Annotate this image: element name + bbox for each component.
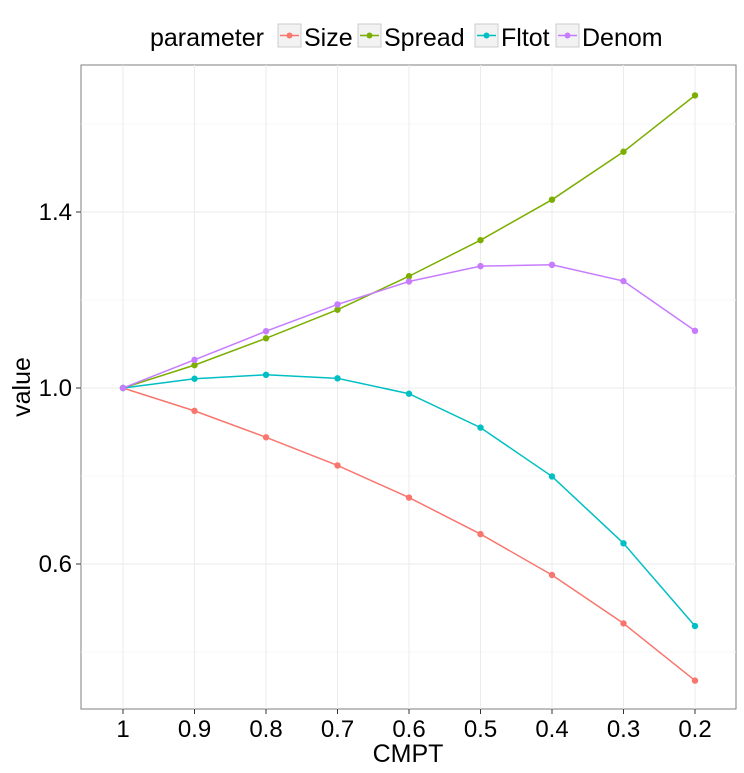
y-tick-label: 0.6 (39, 551, 72, 578)
x-tick-label: 0.7 (321, 716, 354, 743)
data-point-spread (262, 335, 270, 342)
data-point-fltot (548, 473, 556, 480)
data-point-spread (620, 148, 627, 155)
legend-key-point (564, 32, 571, 39)
x-tick-label: 0.3 (607, 716, 640, 743)
series-fltot (119, 371, 699, 630)
data-point-size (620, 620, 627, 627)
legend-label-size: Size (304, 24, 353, 52)
data-point-fltot (191, 375, 198, 382)
data-point-size (262, 434, 270, 441)
data-point-fltot (405, 390, 413, 397)
legend-item-spread: Spread (357, 23, 465, 52)
data-point-fltot (334, 375, 341, 382)
y-axis-title: value (8, 357, 36, 417)
grid-lines (81, 65, 736, 709)
data-point-denom (691, 327, 699, 334)
data-point-spread (691, 92, 699, 99)
data-point-spread (334, 306, 341, 313)
legend-label-fltot: Fltot (501, 24, 550, 52)
data-point-denom (477, 262, 484, 270)
legend: parameter Size Spread Fltot Denom (150, 23, 663, 52)
data-point-spread (191, 361, 198, 369)
y-tick-label: 1.0 (39, 375, 72, 402)
data-point-size (191, 407, 198, 415)
data-point-denom (620, 277, 627, 285)
legend-label-denom: Denom (582, 24, 663, 52)
legend-key-point (483, 32, 490, 39)
data-point-fltot (620, 540, 627, 547)
legend-label-spread: Spread (384, 24, 465, 52)
x-tick-label: 0.6 (392, 716, 425, 743)
x-tick-label: 0.8 (249, 716, 282, 743)
x-tick-label: 0.5 (464, 716, 497, 743)
x-tick-label: 0.9 (178, 716, 211, 743)
series-layer (119, 92, 699, 684)
data-point-size (691, 677, 699, 684)
axes: 0.6 1.0 1.4 1 0.9 0.8 0.7 0.6 0.5 0.4 0.3 0.2 (39, 199, 712, 743)
x-tick-label: 0.4 (535, 716, 568, 743)
data-point-spread (548, 196, 556, 203)
y-tick-label: 1.4 (39, 199, 72, 226)
legend-item-fltot: Fltot (474, 23, 550, 52)
x-tick-label: 1 (116, 716, 129, 743)
data-point-size (477, 530, 484, 538)
legend-item-size: Size (277, 23, 353, 52)
data-point-denom (191, 356, 198, 364)
data-point-denom (405, 278, 413, 285)
legend-title: parameter (150, 24, 264, 52)
x-axis-title: CMPT (373, 740, 444, 768)
data-point-denom (119, 384, 127, 392)
series-denom (119, 261, 699, 392)
data-point-size (548, 571, 556, 579)
data-point-fltot (477, 424, 484, 431)
x-tick-label: 0.2 (678, 716, 711, 743)
legend-key-point (286, 32, 293, 39)
data-point-fltot (262, 371, 270, 378)
data-point-size (405, 494, 413, 501)
legend-item-denom: Denom (555, 23, 663, 52)
legend-key-point (366, 32, 373, 39)
data-point-size (334, 462, 341, 469)
data-point-denom (334, 301, 341, 308)
data-point-spread (477, 236, 484, 244)
data-point-denom (548, 261, 556, 268)
data-point-spread (405, 273, 413, 280)
data-point-fltot (691, 622, 699, 630)
data-point-denom (262, 328, 270, 335)
